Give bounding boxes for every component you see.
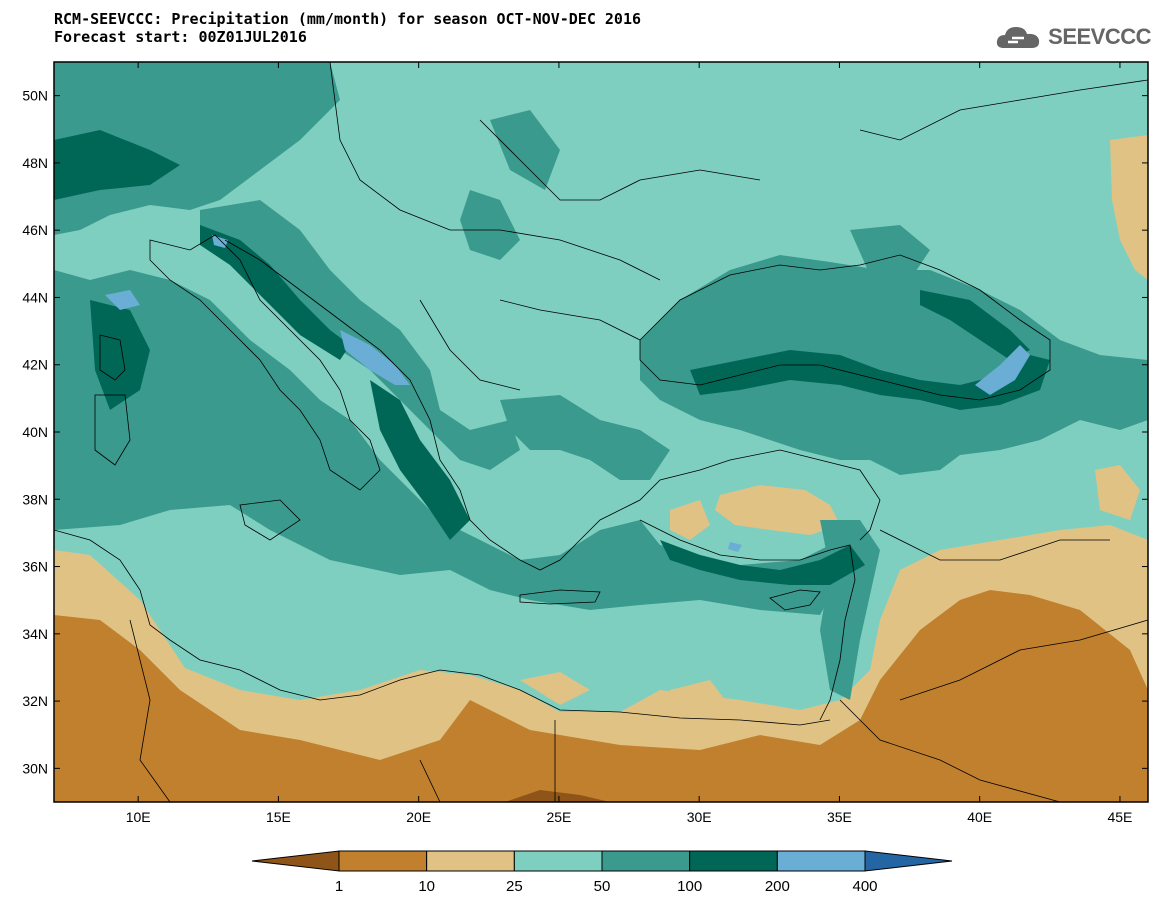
coastlines — [54, 62, 1148, 802]
colorbar-segment — [338, 850, 428, 872]
lat-label: 38N — [22, 491, 48, 507]
lat-label: 50N — [22, 88, 48, 104]
lon-label: 20E — [406, 809, 431, 825]
precipitation-field — [54, 62, 1148, 802]
lat-label: 46N — [22, 222, 48, 238]
colorbar-high-extend — [864, 850, 953, 872]
lon-label: 10E — [126, 809, 151, 825]
colorbar-label: 10 — [418, 878, 435, 895]
colorbar-label: 200 — [765, 878, 790, 895]
longitude-axis: 10E 15E 20E 25E 30E 35E 40E 45E — [126, 62, 1132, 825]
colorbar-label: 25 — [506, 878, 523, 895]
lat-label: 30N — [22, 760, 48, 776]
lon-label: 40E — [967, 809, 992, 825]
map-title: RCM-SEEVCCC: Precipitation (mm/month) fo… — [54, 10, 641, 46]
colorbar-low-extend — [251, 850, 340, 872]
colorbar-label: 1 — [335, 878, 343, 895]
lon-label: 30E — [687, 809, 712, 825]
lon-label: 15E — [266, 809, 291, 825]
lat-label: 42N — [22, 357, 48, 373]
colorbar-segment — [601, 850, 691, 872]
lon-label: 45E — [1107, 809, 1132, 825]
colorbar-segment — [776, 850, 866, 872]
colorbar-label: 50 — [594, 878, 611, 895]
colorbar-segment — [513, 850, 603, 872]
lon-label: 35E — [827, 809, 852, 825]
lat-label: 48N — [22, 155, 48, 171]
lat-label: 44N — [22, 289, 48, 305]
colorbar-segment — [689, 850, 778, 872]
lat-label: 40N — [22, 424, 48, 440]
lat-label: 36N — [22, 559, 48, 575]
seevccc-logo: SEEVCCC — [994, 22, 1151, 52]
logo-text: SEEVCCC — [1048, 24, 1151, 49]
colorbar-label: 100 — [677, 878, 702, 895]
colorbar-label: 400 — [852, 878, 877, 895]
lat-label: 32N — [22, 693, 48, 709]
title-line-2: Forecast start: 00Z01JUL2016 — [54, 28, 307, 46]
lat-label: 34N — [22, 626, 48, 642]
colorbar-segment — [426, 850, 515, 872]
lon-label: 25E — [546, 809, 571, 825]
latitude-axis: 50N 48N 46N 44N 42N 40N 38N 36N 34N 32N 30N — [22, 88, 1148, 776]
colorbar: 1 10 25 50 100 200 400 — [251, 850, 953, 895]
cloud-icon — [997, 27, 1040, 48]
title-line-1: RCM-SEEVCCC: Precipitation (mm/month) fo… — [54, 10, 641, 28]
